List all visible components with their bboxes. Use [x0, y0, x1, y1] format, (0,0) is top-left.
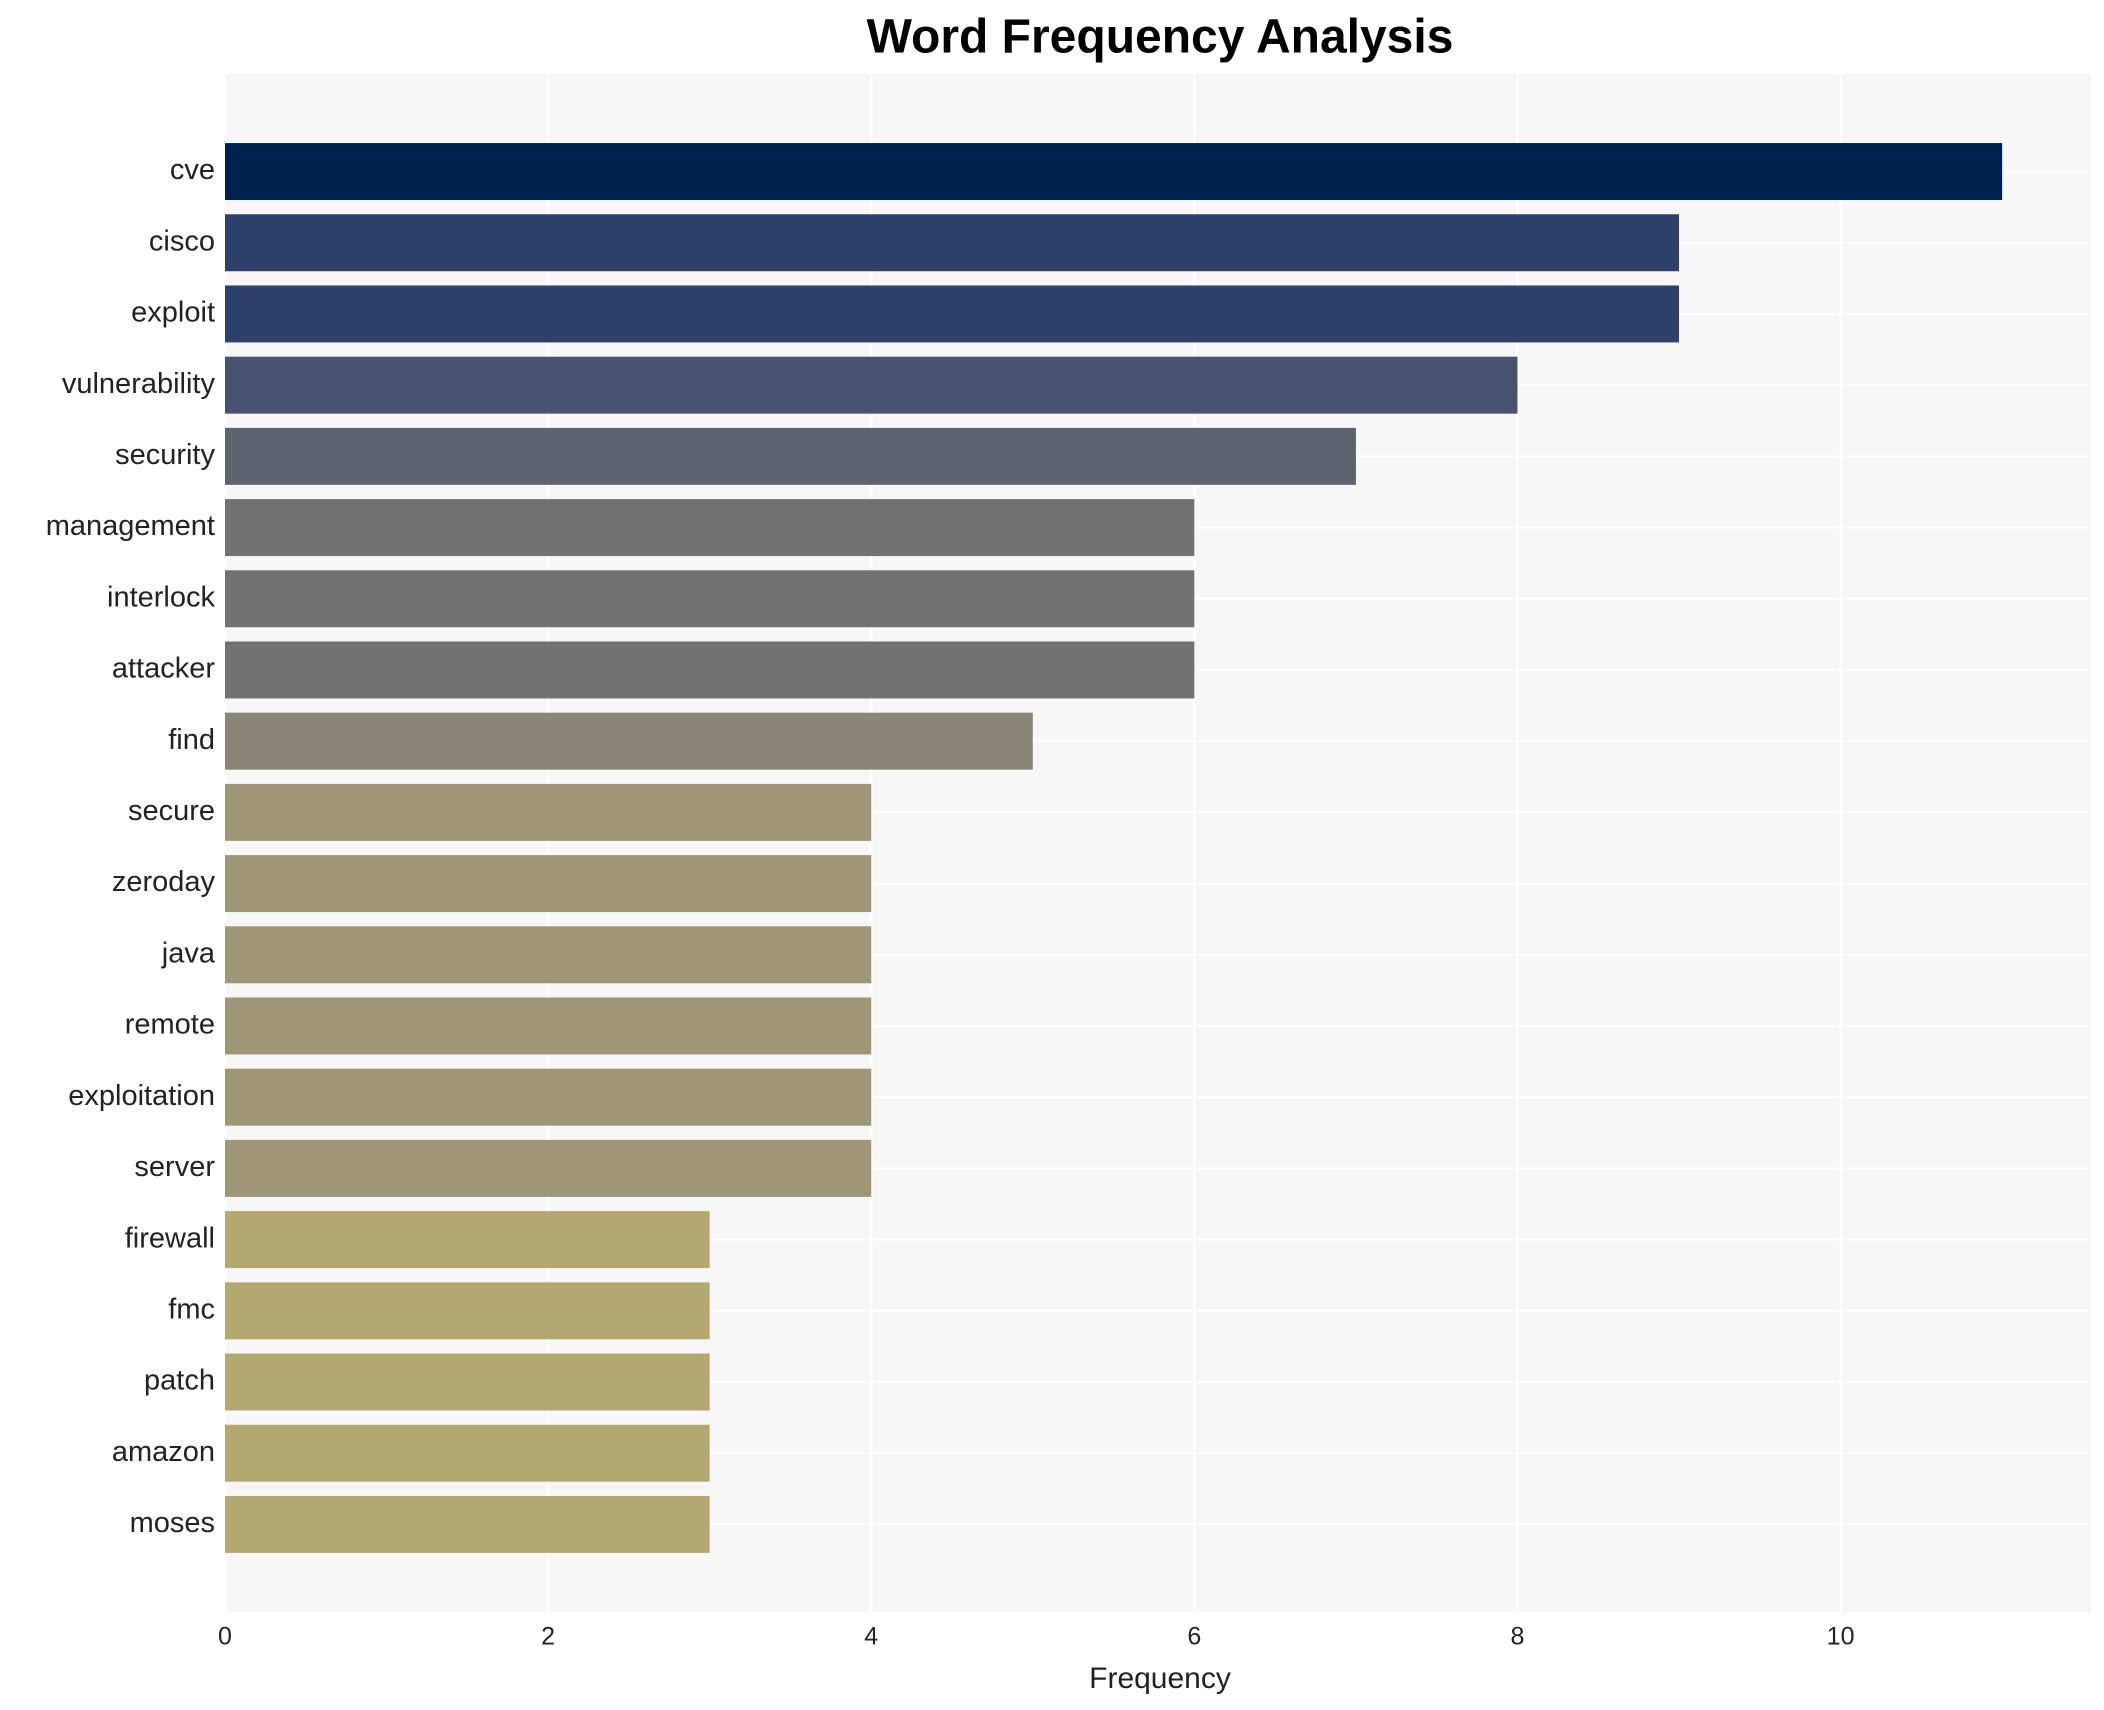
bar	[225, 356, 1518, 414]
y-tick-label: server	[134, 1151, 215, 1183]
chart-title: Word Frequency Analysis	[867, 11, 1454, 64]
y-tick-label: exploit	[131, 297, 215, 329]
bar	[225, 641, 1195, 699]
bar	[225, 926, 872, 984]
bar	[225, 783, 872, 841]
bar	[225, 712, 1033, 770]
x-tick-label: 8	[1511, 1623, 1525, 1651]
y-tick-label: zeroday	[112, 866, 216, 898]
bar	[225, 570, 1195, 628]
x-tick-label: 6	[1187, 1623, 1201, 1651]
bar	[225, 997, 872, 1055]
x-tick-label: 0	[218, 1623, 232, 1651]
bar	[225, 1424, 710, 1482]
bar	[225, 1068, 872, 1126]
y-tick-label: vulnerability	[62, 368, 216, 400]
bar	[225, 143, 2003, 201]
y-tick-label: security	[115, 439, 215, 471]
bar	[225, 214, 1680, 272]
bar	[225, 1495, 710, 1553]
bar	[225, 1282, 710, 1340]
bar	[225, 1353, 710, 1411]
y-tick-label: java	[161, 937, 216, 969]
bar	[225, 855, 872, 913]
x-tick-label: 2	[541, 1623, 555, 1651]
bar	[225, 427, 1356, 485]
y-tick-label: attacker	[112, 653, 215, 685]
bar	[225, 1139, 872, 1197]
y-tick-label: patch	[144, 1365, 215, 1397]
x-axis-title: Frequency	[1089, 1662, 1231, 1695]
x-tick-label: 10	[1827, 1623, 1855, 1651]
bar	[225, 1211, 710, 1269]
y-tick-label: interlock	[107, 581, 215, 613]
y-tick-label: cisco	[149, 225, 215, 257]
y-tick-label: cve	[170, 154, 215, 186]
y-tick-label: moses	[130, 1507, 215, 1539]
y-tick-label: fmc	[168, 1293, 215, 1325]
y-tick-label: firewall	[125, 1222, 215, 1254]
bar	[225, 285, 1680, 343]
x-tick-label: 4	[864, 1623, 878, 1651]
y-tick-label: exploitation	[68, 1080, 215, 1112]
y-tick-label: secure	[128, 795, 215, 827]
y-tick-label: management	[46, 510, 215, 542]
y-tick-label: remote	[125, 1009, 215, 1041]
y-tick-label: amazon	[112, 1436, 215, 1468]
y-tick-label: find	[168, 724, 215, 756]
bar	[225, 499, 1195, 557]
